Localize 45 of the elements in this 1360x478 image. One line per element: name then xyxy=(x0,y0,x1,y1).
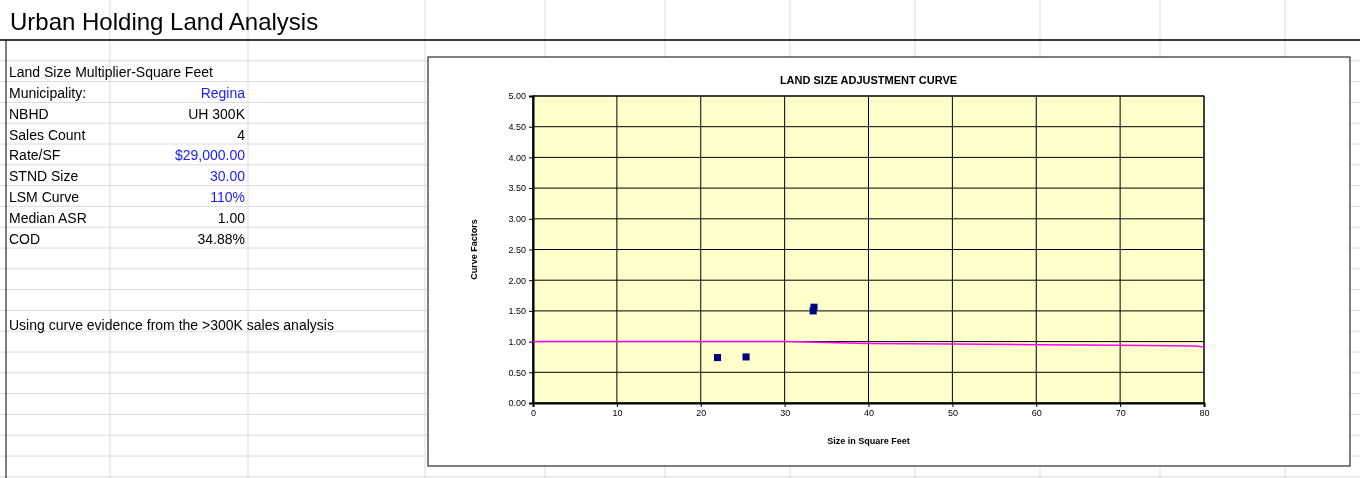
text: 30.00 xyxy=(209,168,246,185)
x-tick-label: 60 xyxy=(1031,408,1042,419)
text: Land Size Multiplier-Square Feet xyxy=(9,64,213,80)
text: STND Size xyxy=(9,168,79,185)
y-tick-label: 2.50 xyxy=(508,244,526,255)
x-tick-label: 70 xyxy=(1115,408,1126,419)
text: Median ASR xyxy=(9,209,87,226)
text: Municipality: xyxy=(9,85,87,101)
text: COD xyxy=(9,230,41,247)
text: 1.00 xyxy=(217,209,246,226)
text: 34.88% xyxy=(197,230,245,247)
y-tick-label: 2.00 xyxy=(508,275,526,286)
text: Rate/SF xyxy=(9,147,61,164)
chart-title: LAND SIZE ADJUSTMENT CURVE xyxy=(779,74,958,86)
point xyxy=(713,354,722,362)
y-tick-label: 3.00 xyxy=(508,214,526,225)
text: Regina xyxy=(200,85,246,101)
y-tick-label: 1.50 xyxy=(508,306,526,317)
y-tick-label: 0.00 xyxy=(508,398,526,409)
point xyxy=(810,303,818,311)
x-axis-title: Size in Square Feet xyxy=(827,436,910,446)
y-tick-label: 5.00 xyxy=(508,91,526,102)
x-tick-label: 10 xyxy=(612,408,623,419)
text: $29,000.00 xyxy=(174,147,246,164)
text: UH 300K xyxy=(188,105,246,122)
text: Urban Holding Land Analysis xyxy=(10,8,319,35)
y-tick-label: 3.50 xyxy=(508,183,526,194)
text: LSM Curve xyxy=(9,189,80,205)
point xyxy=(742,353,750,361)
y-tick-label: 0.50 xyxy=(508,367,526,378)
x-tick-label: 0 xyxy=(530,408,537,419)
text: NBHD xyxy=(9,105,49,122)
text: 110% xyxy=(210,189,245,205)
x-tick-label: 80 xyxy=(1199,408,1210,419)
y-tick-label: 4.00 xyxy=(508,152,526,163)
x-tick-label: 30 xyxy=(780,408,791,419)
y-tick-label: 1.00 xyxy=(508,336,526,347)
x-tick-label: 50 xyxy=(947,408,958,419)
y-axis-title: Curve Factors xyxy=(469,219,479,280)
text: Sales Count xyxy=(9,126,86,143)
text: Using curve evidence from the >300K sales analysis xyxy=(9,317,334,333)
text: 4 xyxy=(237,126,246,143)
x-tick-label: 40 xyxy=(863,408,875,419)
x-tick-label: 20 xyxy=(696,408,707,419)
y-tick-label: 4.50 xyxy=(508,122,526,133)
